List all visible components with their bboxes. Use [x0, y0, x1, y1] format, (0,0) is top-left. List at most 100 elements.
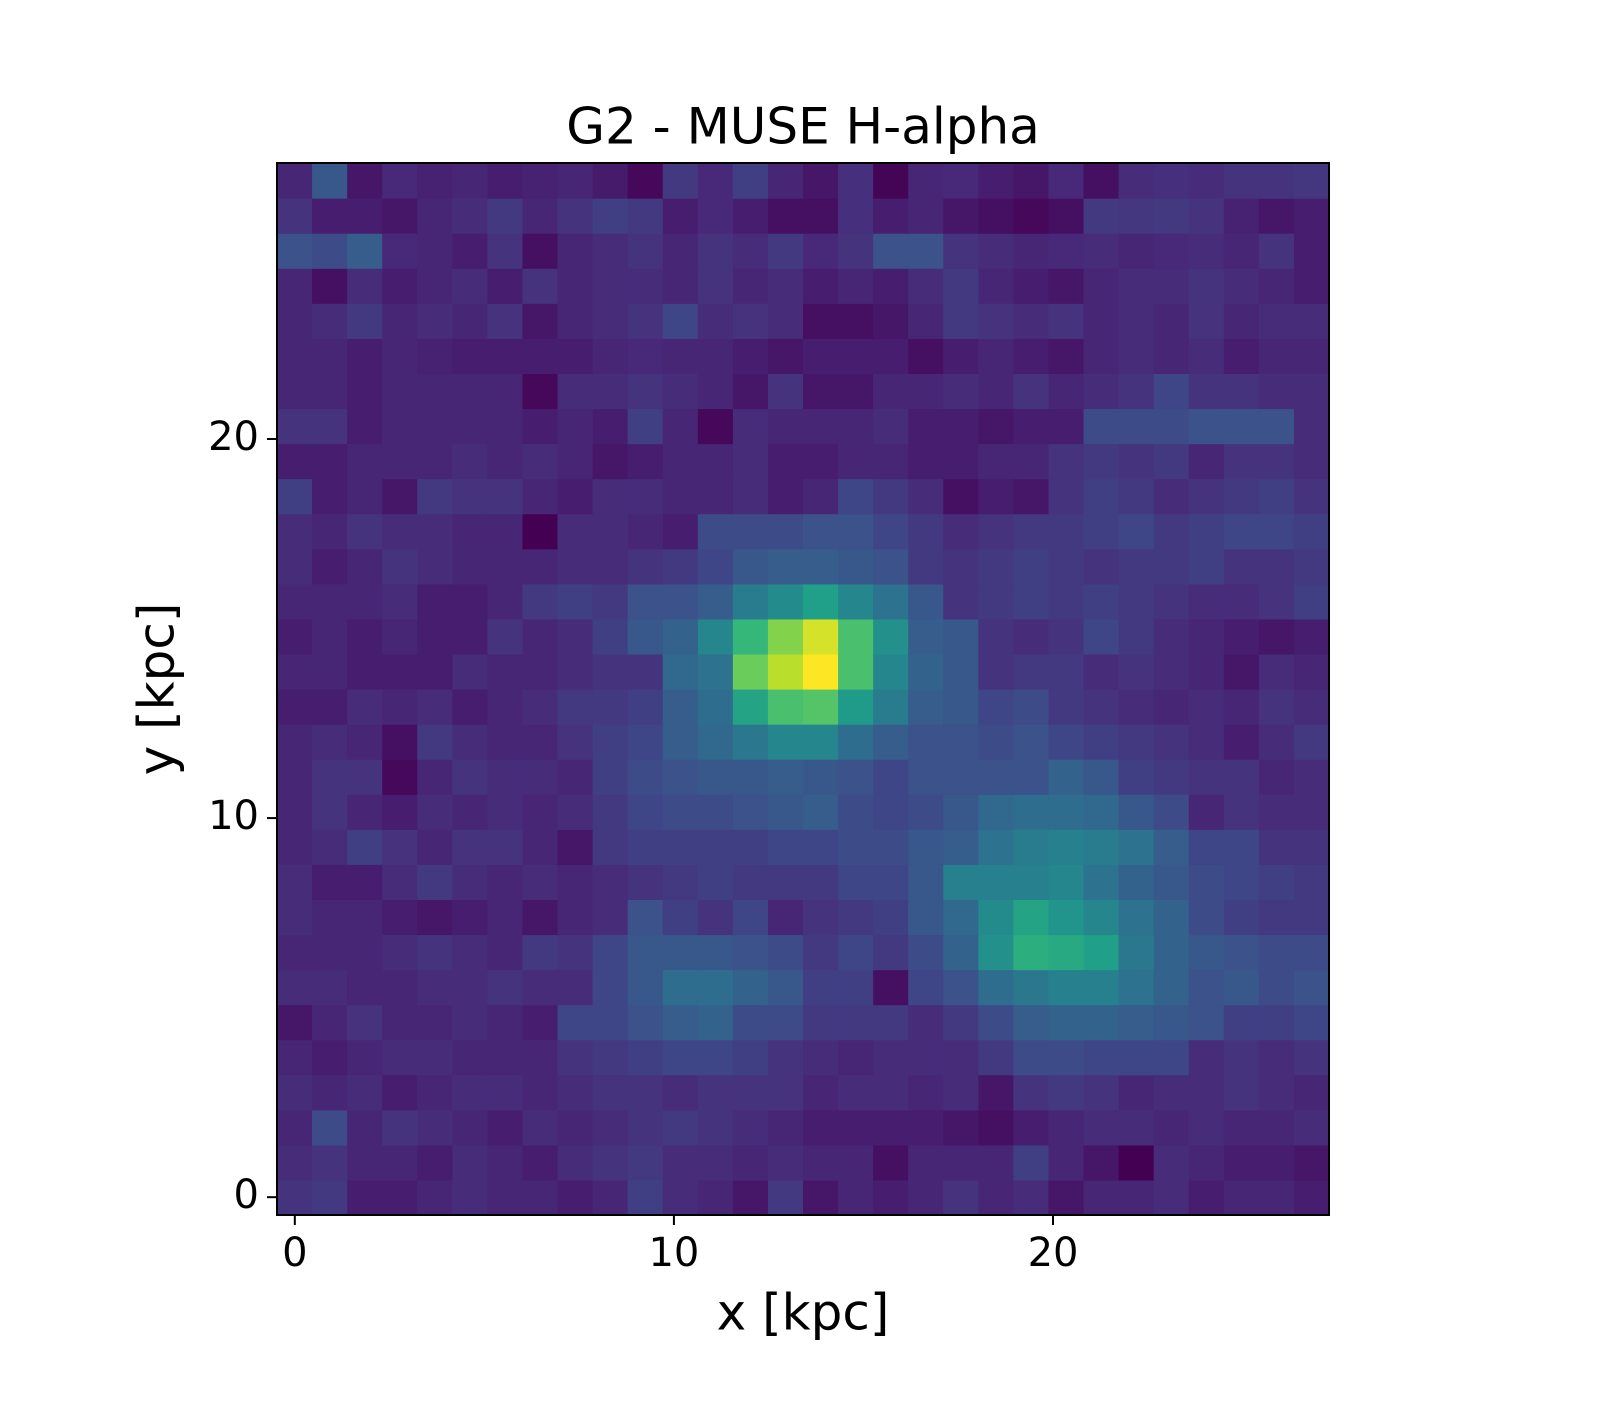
heatmap-cell [697, 408, 734, 445]
heatmap-cell [732, 864, 769, 900]
heatmap-cell [662, 303, 699, 339]
heatmap-cell [627, 864, 664, 900]
heatmap-cell [277, 548, 313, 585]
heatmap-cell [1118, 899, 1155, 936]
heatmap-cell [627, 1179, 664, 1216]
heatmap-cell [522, 934, 559, 971]
heatmap-cell [873, 478, 909, 515]
heatmap-cell [943, 864, 979, 900]
heatmap-cell [522, 583, 559, 620]
heatmap-cell [312, 443, 348, 480]
heatmap-cell [697, 548, 734, 585]
heatmap-cell [1188, 969, 1225, 1006]
heatmap-cell [1013, 969, 1050, 1006]
heatmap-cell [312, 338, 348, 374]
heatmap-cell [1153, 1144, 1190, 1181]
heatmap-cell [697, 864, 734, 900]
heatmap-cell [627, 689, 664, 725]
heatmap-cell [277, 233, 313, 269]
heatmap-cell [522, 548, 559, 585]
heatmap-cell [1048, 548, 1085, 585]
heatmap-cell [522, 373, 559, 410]
heatmap-cell [627, 1109, 664, 1146]
heatmap-cell [978, 408, 1014, 445]
heatmap-cell [1083, 408, 1120, 445]
heatmap-cell [452, 759, 488, 795]
heatmap-cell [732, 198, 769, 234]
heatmap-cell [1258, 864, 1295, 900]
heatmap-cell [838, 689, 874, 725]
heatmap-cell [767, 689, 804, 725]
heatmap-cell [697, 899, 734, 936]
heatmap-cell [943, 829, 979, 865]
heatmap-cell [1258, 1179, 1295, 1216]
heatmap-cell [943, 1039, 979, 1076]
heatmap-cell [592, 303, 629, 339]
heatmap-cell [1013, 1109, 1050, 1146]
heatmap-cell [732, 899, 769, 936]
heatmap-cell [803, 198, 839, 234]
heatmap-cell [838, 163, 874, 199]
heatmap-cell [557, 1144, 594, 1181]
heatmap-cell [1048, 1074, 1085, 1111]
heatmap-cell [592, 268, 629, 304]
heatmap-cell [452, 583, 488, 620]
heatmap-cell [592, 1179, 629, 1216]
heatmap-cell [1153, 1179, 1190, 1216]
heatmap-cell [873, 233, 909, 269]
heatmap-cell [767, 1004, 804, 1041]
heatmap-cell [1293, 969, 1330, 1006]
heatmap-cell [1048, 934, 1085, 971]
heatmap-cell [697, 689, 734, 725]
heatmap-cell [732, 408, 769, 445]
heatmap-cell [908, 759, 944, 795]
heatmap-cell [803, 268, 839, 304]
heatmap-cell [1153, 1109, 1190, 1146]
heatmap-cell [943, 934, 979, 971]
heatmap-cell [697, 969, 734, 1006]
heatmap-cell [838, 303, 874, 339]
heatmap-cell [697, 268, 734, 304]
heatmap-cell [908, 1074, 944, 1111]
heatmap-cell [662, 1039, 699, 1076]
heatmap-cell [557, 443, 594, 480]
heatmap-cell [978, 759, 1014, 795]
heatmap-cell [1083, 1039, 1120, 1076]
heatmap-cell [873, 794, 909, 830]
heatmap-cell [627, 513, 664, 550]
heatmap-cell [1013, 1144, 1050, 1181]
heatmap-cell [592, 548, 629, 585]
heatmap-cell [1013, 1004, 1050, 1041]
heatmap-cell [347, 1144, 383, 1181]
heatmap-cell [838, 829, 874, 865]
heatmap-cell [312, 829, 348, 865]
heatmap-cell [557, 338, 594, 374]
heatmap-cell [732, 443, 769, 480]
heatmap-cell [347, 1074, 383, 1111]
heatmap-cell [943, 443, 979, 480]
heatmap-cell [1293, 1074, 1330, 1111]
heatmap-cell [838, 1109, 874, 1146]
heatmap-cell [347, 303, 383, 339]
heatmap-cell [277, 1074, 313, 1111]
heatmap-cell [1013, 724, 1050, 760]
heatmap-cell [487, 759, 524, 795]
heatmap-cell [978, 1179, 1014, 1216]
heatmap-cell [382, 478, 418, 515]
heatmap-cell [978, 233, 1014, 269]
heatmap-cell [803, 443, 839, 480]
heatmap-cell [1188, 338, 1225, 374]
y-axis-label: y [kpc] [128, 603, 186, 776]
heatmap-cell [1153, 1074, 1190, 1111]
heatmap-cell [732, 233, 769, 269]
heatmap-cell [627, 408, 664, 445]
heatmap-cell [1188, 1144, 1225, 1181]
heatmap-cell [662, 1109, 699, 1146]
heatmap-cell [347, 268, 383, 304]
heatmap-cell [277, 408, 313, 445]
heatmap-cell [557, 583, 594, 620]
heatmap-cell [662, 653, 699, 690]
heatmap-cell [1258, 618, 1295, 655]
heatmap-cell [1223, 864, 1260, 900]
heatmap-cell [732, 303, 769, 339]
